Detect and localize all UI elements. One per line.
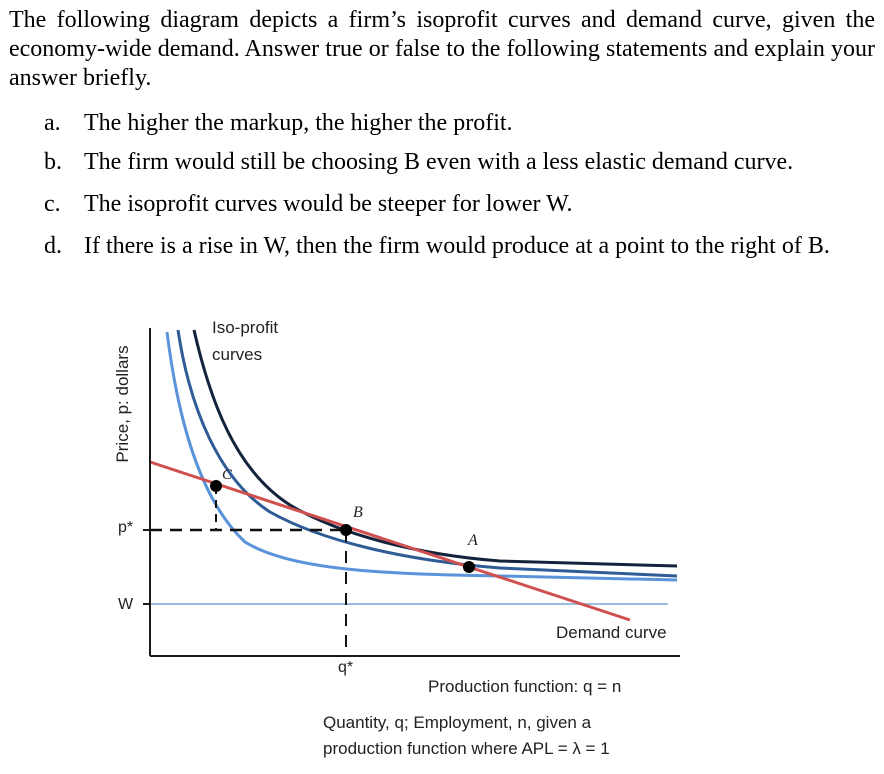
- item-label: c.: [44, 191, 61, 217]
- y-axis-label: Price, p: dollars: [113, 345, 132, 462]
- question-item-c: c. The isoprofit curves would be steeper …: [44, 190, 573, 219]
- isoprofit-curve-low: [165, 331, 678, 582]
- item-label: b.: [44, 149, 62, 175]
- production-function-label: Production function: q = n: [428, 677, 621, 696]
- question-intro: The following diagram depicts a firm’s i…: [9, 7, 875, 91]
- item-label: a.: [44, 110, 61, 136]
- question-item-d: d. If there is a rise in W, then the firm…: [44, 232, 830, 261]
- point-c-marker: [210, 480, 222, 492]
- question-item-a: a. The higher the markup, the higher the …: [44, 109, 513, 138]
- item-label: d.: [44, 233, 62, 259]
- iso-profit-label-line2: curves: [212, 345, 262, 364]
- w-label: W: [118, 596, 134, 613]
- point-a-label: A: [467, 532, 478, 549]
- demand-curve-label: Demand curve: [556, 623, 667, 642]
- demand-curve: [149, 460, 631, 622]
- iso-profit-label-line1: Iso-profit: [212, 318, 278, 337]
- x-axis-label-line1: Quantity, q; Employment, n, given a: [323, 713, 592, 732]
- item-text: The higher the markup, the higher the pr…: [84, 110, 513, 136]
- x-axis-label-line2: production function where APL = λ = 1: [323, 739, 610, 758]
- question-item-b: b. The firm would still be choosing B eve…: [44, 148, 793, 177]
- point-c-label: C: [222, 467, 233, 483]
- p-star-label: p*: [118, 519, 133, 536]
- item-text: The firm would still be choosing B even …: [84, 149, 794, 175]
- q-star-label: q*: [338, 659, 353, 676]
- point-b-marker: [340, 524, 352, 536]
- point-a-marker: [463, 561, 475, 573]
- isoprofit-curve-mid: [176, 329, 678, 578]
- point-b-label: B: [353, 504, 363, 521]
- isoprofit-curve-high: [192, 329, 678, 568]
- item-text: The isoprofit curves would be steeper fo…: [84, 191, 573, 217]
- item-text: If there is a rise in W, then the firm w…: [84, 233, 830, 259]
